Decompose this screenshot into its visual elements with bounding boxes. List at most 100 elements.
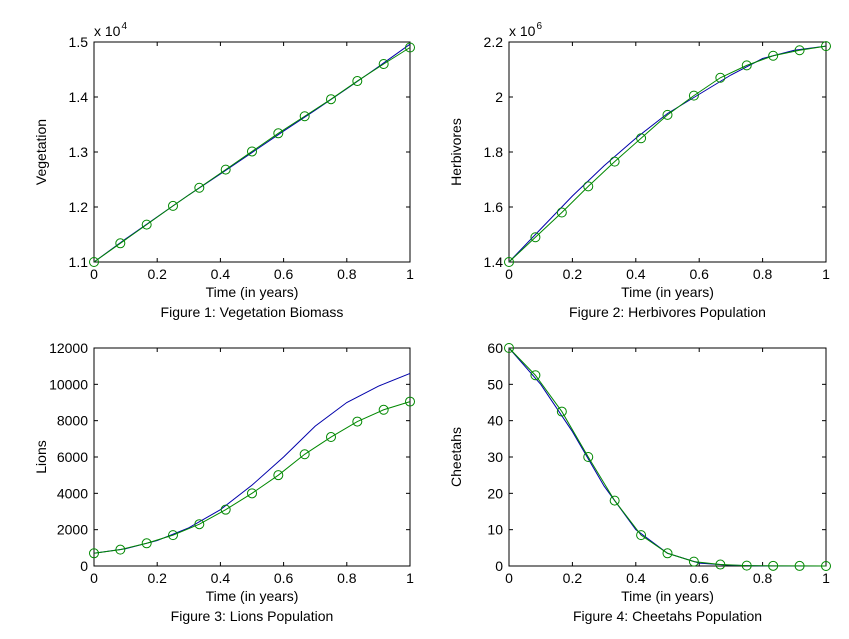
x-tick-label: 0.4 xyxy=(626,570,646,586)
data-point xyxy=(141,538,152,549)
y-tick-label: 20 xyxy=(487,485,503,501)
data-point xyxy=(247,488,257,499)
data-point xyxy=(326,432,336,443)
series-line-2 xyxy=(93,401,411,554)
x-tick-label: 0.2 xyxy=(147,570,167,586)
data-point xyxy=(662,109,673,120)
x-tick-label: 0 xyxy=(90,570,98,586)
data-point xyxy=(504,257,514,267)
x-axis-label: Time (in years) xyxy=(206,588,299,604)
subplot-2: 0 0.2 0.4 0.6 0.8 1 1.4 1.6 1.8 2 2.2 x 106 Time (in… xyxy=(448,21,831,320)
data-point xyxy=(715,72,726,83)
data-point xyxy=(299,449,310,460)
y-tick-label: 1.5 xyxy=(69,34,89,50)
data-point xyxy=(821,561,831,571)
y-tick-label: 2 xyxy=(495,89,503,105)
data-point xyxy=(530,370,541,381)
figure-caption: Figure 4: Cheetahs Population xyxy=(573,608,762,624)
y-axis-label: Vegetation xyxy=(33,119,49,185)
y-tick-label: 1.1 xyxy=(69,254,89,270)
data-point xyxy=(794,560,805,571)
y-tick-label: 40 xyxy=(487,413,503,429)
data-point xyxy=(688,556,699,567)
axes-box xyxy=(508,41,827,263)
x-tick-label: 1 xyxy=(406,570,414,586)
data-point xyxy=(583,181,594,192)
y-scale-exponent: 6 xyxy=(536,21,542,32)
x-tick-label: 0.8 xyxy=(337,266,357,282)
data-point xyxy=(530,232,541,243)
data-point xyxy=(821,41,831,52)
y-tick-label: 2.2 xyxy=(484,34,504,50)
series-line-2 xyxy=(93,47,411,263)
data-point xyxy=(220,504,231,515)
data-point xyxy=(220,164,231,175)
x-tick-label: 0 xyxy=(90,266,98,282)
y-tick-label: 1.6 xyxy=(484,199,504,215)
y-tick-label: 1.3 xyxy=(69,144,89,160)
axes-box xyxy=(93,347,411,567)
data-point xyxy=(768,560,779,571)
data-point xyxy=(556,406,567,417)
data-point xyxy=(89,257,99,267)
x-tick-label: 0.8 xyxy=(753,570,773,586)
data-point xyxy=(741,60,752,71)
y-tick-label: 0 xyxy=(80,558,88,574)
data-point xyxy=(609,495,620,506)
data-point xyxy=(583,452,594,462)
data-point xyxy=(194,182,205,193)
axes-box xyxy=(508,347,827,567)
x-tick-label: 1 xyxy=(822,266,830,282)
series-line-2 xyxy=(508,347,827,567)
series-line-2 xyxy=(508,45,827,263)
data-point xyxy=(715,559,726,570)
data-point xyxy=(378,59,389,69)
data-point xyxy=(168,530,178,541)
data-point xyxy=(636,133,647,144)
x-tick-label: 1 xyxy=(406,266,414,282)
y-tick-label: 1.8 xyxy=(484,144,504,160)
y-scale-factor: x 106 xyxy=(509,21,542,39)
y-scale-exponent: 4 xyxy=(121,21,127,32)
figure-caption: Figure 1: Vegetation Biomass xyxy=(161,304,344,320)
x-tick-label: 0.2 xyxy=(563,570,583,586)
data-point xyxy=(405,42,415,53)
y-tick-label: 10 xyxy=(487,522,503,538)
y-tick-label: 60 xyxy=(487,340,503,356)
data-point xyxy=(405,396,415,407)
y-scale-base: x 10 xyxy=(509,23,536,39)
y-tick-label: 1.2 xyxy=(69,199,89,215)
y-tick-label: 6000 xyxy=(57,449,88,465)
data-point xyxy=(794,45,805,56)
y-tick-label: 0 xyxy=(495,558,503,574)
x-tick-label: 0.4 xyxy=(211,570,231,586)
data-point xyxy=(299,111,310,122)
data-point xyxy=(115,238,126,249)
data-point xyxy=(636,530,647,541)
data-point xyxy=(741,560,752,571)
data-point xyxy=(556,207,567,218)
data-point xyxy=(89,548,99,559)
x-axis-label: Time (in years) xyxy=(206,284,299,300)
x-axis-label: Time (in years) xyxy=(621,284,714,300)
y-tick-label: 1.4 xyxy=(484,254,504,270)
y-tick-label: 8000 xyxy=(57,413,88,429)
subplot-1: 0 0.2 0.4 0.6 0.8 1 1.1 1.2 1.3 1.4 1.5 x 104 Time (… xyxy=(33,21,415,320)
data-point xyxy=(194,519,205,530)
x-tick-label: 0 xyxy=(505,266,513,282)
y-axis-label: Cheetahs xyxy=(448,427,464,487)
x-tick-label: 0.2 xyxy=(147,266,167,282)
x-tick-label: 0.8 xyxy=(337,570,357,586)
x-tick-label: 0.2 xyxy=(563,266,583,282)
x-tick-label: 1 xyxy=(822,570,830,586)
data-point xyxy=(688,90,699,101)
y-tick-label: 12000 xyxy=(49,340,88,356)
x-tick-label: 0.4 xyxy=(211,266,231,282)
data-point xyxy=(141,219,152,230)
y-tick-label: 30 xyxy=(487,449,503,465)
data-point xyxy=(609,156,620,167)
subplot-3: 0 0.2 0.4 0.6 0.8 1 0 2000 4000 6000 8000 10000 1200… xyxy=(33,340,415,624)
figure-caption: Figure 3: Lions Population xyxy=(171,608,334,624)
data-point xyxy=(168,200,178,211)
